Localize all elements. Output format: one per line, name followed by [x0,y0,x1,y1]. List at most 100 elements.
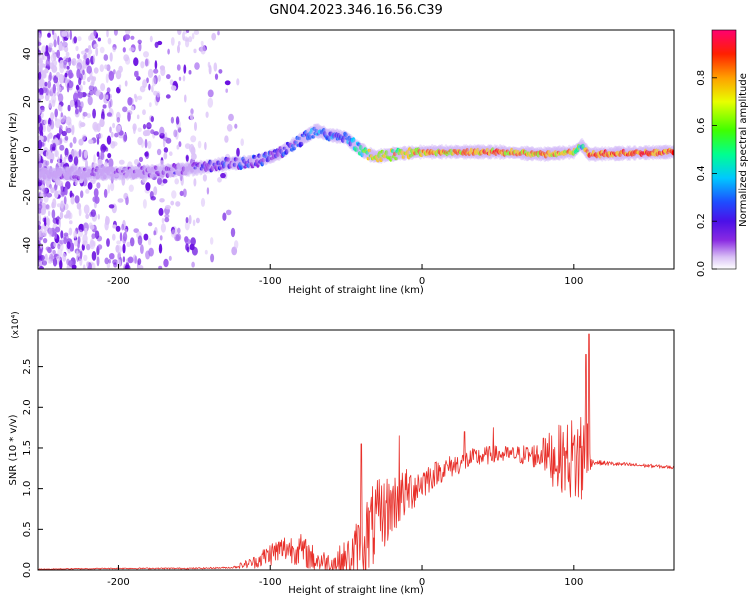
noise-speck [39,254,45,261]
noise-speck [65,116,72,126]
noise-speck [78,77,82,86]
ridge-cell [360,151,364,158]
ridge-cell [351,137,356,143]
noise-speck [86,243,91,251]
ridge-cell [376,158,380,163]
noise-speck [80,190,84,198]
noise-speck [134,255,138,264]
noise-speck [44,51,49,57]
x-tick-label: -100 [259,577,282,588]
ridge-cell [210,165,215,172]
noise-speck [46,217,50,227]
noise-speck [76,53,80,59]
noise-speck [142,109,146,116]
noise-speck [94,230,100,239]
ridge-cell [671,150,674,156]
noise-speck [68,227,73,236]
noise-speck [49,71,52,81]
noise-speck [109,126,112,133]
noise-speck [130,35,135,40]
snr-x-axis-label: Height of straight line (km) [288,585,424,596]
noise-speck [195,217,200,224]
noise-speck [162,178,168,184]
noise-speck [240,138,244,146]
noise-speck [225,88,228,93]
ridge-cell [485,147,490,153]
noise-speck [50,159,53,164]
noise-speck [65,30,70,39]
spectrogram-x-axis-label: Height of straight line (km) [288,285,424,296]
noise-speck [110,131,114,138]
noise-speck [63,232,69,237]
noise-speck [200,40,204,46]
colorbar-tick-label: 0.8 [696,70,707,86]
noise-speck [70,196,75,205]
noise-speck [164,205,171,210]
noise-speck [83,204,90,215]
noise-speck [57,35,60,46]
noise-speck [158,207,164,216]
noise-speck [217,30,220,36]
noise-speck [68,69,73,79]
noise-speck [162,136,169,141]
ridge-cell [327,135,331,142]
noise-speck [74,195,80,204]
noise-speck [38,154,41,162]
noise-speck [163,147,169,153]
noise-speck [82,80,86,86]
ridge-cell [234,157,239,161]
noise-speck [144,138,148,149]
noise-speck [71,264,77,269]
noise-speck [124,30,131,35]
noise-speck [152,76,156,87]
noise-speck [118,159,125,165]
noise-speck [86,53,91,59]
noise-speck [147,237,152,246]
noise-speck [133,93,137,99]
noise-speck [44,93,50,102]
noise-speck [170,229,177,238]
ridge-cell [168,170,172,175]
noise-speck [40,207,47,215]
noise-speck [116,259,122,268]
noise-speck [82,69,85,76]
noise-speck [111,141,118,147]
noise-speck [175,201,181,207]
snr-x-ticks: -200 -100 0 100 [107,565,583,588]
noise-speck [66,65,70,70]
noise-speck [63,62,67,69]
noise-speck [52,32,57,41]
noise-speck [54,231,57,240]
noise-speck [92,121,99,131]
noise-speck [200,197,206,207]
noise-speck [87,182,93,190]
y-tick-label: 1.5 [22,440,33,456]
noise-speck [57,156,60,166]
noise-speck [137,265,144,269]
noise-speck [52,249,56,255]
noise-speck [104,221,109,231]
noise-speck [47,247,52,254]
noise-speck [38,71,42,80]
noise-speck [112,233,116,241]
noise-speck [48,42,53,48]
noise-speck [107,153,112,159]
noise-speck [121,223,125,231]
noise-speck [47,210,51,217]
noise-speck [104,257,109,265]
ridge-cell [139,172,143,179]
noise-speck [133,57,139,67]
noise-speck [52,83,56,94]
noise-speck [204,141,207,151]
ridge-cell [366,156,371,161]
noise-speck [65,51,70,58]
noise-speck [184,94,187,103]
noise-speck [59,63,65,74]
ridge-cell [297,136,302,141]
noise-speck [88,139,94,145]
noise-speck [90,209,96,218]
ridge-cell [406,149,410,156]
noise-speck [64,135,69,141]
noise-speck [157,40,163,46]
noise-speck [64,186,68,196]
